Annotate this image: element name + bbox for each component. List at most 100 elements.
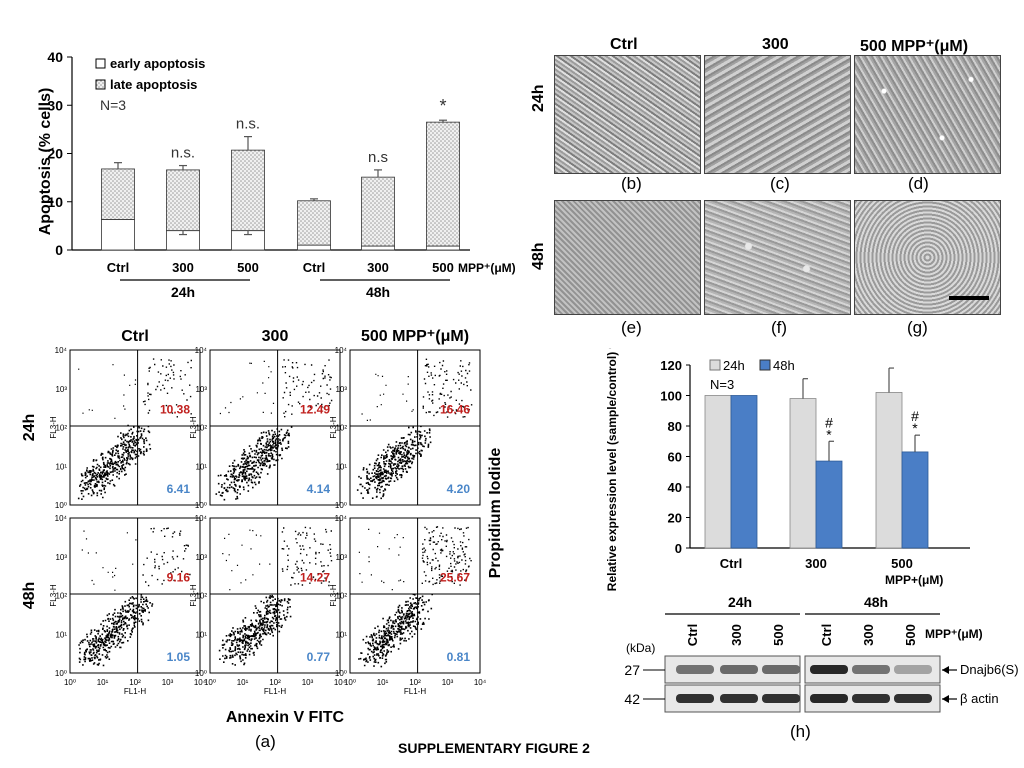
- flow-plot-frame: [209, 349, 341, 506]
- y-axis-title: Propidium Iodide: [487, 448, 504, 579]
- x-unit-label: MPP⁺(μM): [458, 261, 516, 275]
- y-tick-label: 10³: [55, 385, 67, 394]
- quadrant-value-upper-right: 16.46: [440, 403, 470, 417]
- quadrant-value-upper-right: 25.67: [440, 571, 470, 585]
- micro-row-48h: 48h: [530, 242, 547, 270]
- x-tick-label: 10⁰: [204, 678, 216, 687]
- flow-cytometry-grid: Ctrl 300 500 MPP⁺(μM) 24h 48h Propidium Iodid…: [21, 328, 504, 726]
- y-tick-label: 10⁴: [195, 346, 208, 355]
- bar-48h: [815, 460, 843, 549]
- x-tick-label: 10²: [129, 678, 141, 687]
- blot-lane-label: 500: [771, 624, 786, 646]
- panel-label-d: (d): [908, 174, 929, 193]
- y-axis-channel: FL3-H: [189, 416, 198, 438]
- bar-late-apoptosis: [426, 121, 460, 247]
- x-tick-label: 10³: [302, 678, 314, 687]
- blot-lane-label: 300: [861, 624, 876, 646]
- y-tick-label: 10²: [55, 592, 67, 601]
- quadrant-value-lower-right: 4.14: [307, 482, 331, 496]
- flow-row-label: 48h: [21, 582, 38, 610]
- significance-label: *: [912, 420, 918, 436]
- x-tick-label: 10³: [442, 678, 454, 687]
- y-tick-label: 0: [55, 242, 63, 258]
- y-tick-label: 10⁴: [335, 514, 348, 523]
- flow-col-label: 300: [262, 328, 289, 345]
- bar-late-apoptosis: [361, 176, 395, 247]
- y-axis-channel: FL3-H: [329, 416, 338, 438]
- legend-label-late: late apoptosis: [110, 77, 197, 92]
- y-tick-label: 20: [668, 511, 682, 526]
- group-label-48h: 48h: [366, 284, 390, 300]
- y-axis-title: Relative expression level (sample/contro…: [605, 348, 619, 591]
- bar-24h: [789, 398, 817, 549]
- blot-group-label-48h: 48h: [864, 594, 888, 610]
- y-tick-label: 10⁰: [335, 669, 347, 678]
- blot-arrowhead: [942, 666, 949, 674]
- quadrant-value-lower-right: 4.20: [447, 482, 471, 496]
- y-tick-label: 10⁰: [195, 669, 207, 678]
- bar-early-apoptosis: [297, 244, 331, 251]
- bar-late-apoptosis: [101, 168, 135, 221]
- x-tick-label: 10⁰: [64, 678, 76, 687]
- significance-label: n.s: [368, 149, 388, 166]
- legend-label-early: early apoptosis: [110, 56, 205, 71]
- blot-band: [720, 694, 758, 703]
- y-tick-label: 10³: [195, 553, 207, 562]
- bar-late-apoptosis: [297, 200, 331, 246]
- x-axis-channel: FL1-H: [404, 687, 426, 696]
- micrograph-48h-ctrl: [554, 200, 701, 315]
- x-tick-label: 10¹: [237, 678, 249, 687]
- x-tick-label: Ctrl: [720, 556, 742, 571]
- blot-protein-label: Dnajb6(S): [960, 662, 1019, 677]
- micro-col-ctrl: Ctrl: [610, 36, 638, 53]
- y-tick-label: 10¹: [335, 462, 347, 471]
- y-tick-label: 10³: [55, 553, 67, 562]
- kda-marker: 27: [624, 662, 640, 678]
- y-tick-label: 10²: [195, 424, 207, 433]
- y-tick-label: 10²: [335, 424, 347, 433]
- group-label-24h: 24h: [171, 284, 195, 300]
- micro-col-500: 500 MPP⁺(μM): [860, 38, 969, 55]
- quadrant-value-lower-right: 0.77: [307, 650, 331, 664]
- x-tick-label: 500: [237, 260, 259, 275]
- panel-label-g: (g): [907, 318, 928, 337]
- y-tick-label: 10¹: [55, 462, 67, 471]
- flow-dots: [77, 358, 192, 500]
- y-tick-label: 10¹: [55, 630, 67, 639]
- blot-lane-label: Ctrl: [685, 624, 700, 646]
- y-tick-label: 80: [668, 419, 682, 434]
- bar-early-apoptosis: [426, 245, 460, 251]
- blot-lane-label: 500: [903, 624, 918, 646]
- x-tick-label: 300: [805, 556, 827, 571]
- flow-dots: [218, 526, 333, 666]
- x-tick-label: 10³: [162, 678, 174, 687]
- kda-label: (kDa): [626, 641, 655, 655]
- panel-label-c: (c): [770, 174, 790, 193]
- blot-band: [676, 665, 714, 674]
- bar-24h: [704, 395, 732, 549]
- y-tick-label: 10²: [335, 592, 347, 601]
- flow-dots: [356, 358, 473, 500]
- panel-label-b: (b): [621, 174, 642, 193]
- flow-col-label: 500 MPP⁺(μM): [361, 328, 469, 345]
- x-tick-label: 10²: [269, 678, 281, 687]
- micrograph-24h-500: [854, 55, 1001, 174]
- quadrant-value-upper-right: 10.38: [160, 403, 190, 417]
- legend-swatch-24h: [709, 359, 721, 371]
- x-tick-label: Ctrl: [107, 260, 129, 275]
- significance-label: #: [911, 408, 919, 424]
- x-tick-label: 10⁴: [334, 678, 347, 687]
- y-tick-label: 10⁴: [195, 514, 208, 523]
- y-axis-channel: FL3-H: [49, 584, 58, 606]
- y-tick-label: 20: [47, 146, 63, 162]
- flow-row-label: 24h: [21, 414, 38, 442]
- quadrant-value-lower-right: 1.05: [167, 650, 191, 664]
- micrograph-48h-500: [854, 200, 1001, 315]
- x-unit-label: MPP+(μM): [885, 573, 943, 587]
- legend-label-24h: 24h: [723, 358, 745, 373]
- x-axis-title: Annexin V FITC: [226, 709, 345, 726]
- y-tick-label: 10⁰: [55, 669, 67, 678]
- y-tick-label: 10: [47, 194, 63, 210]
- y-tick-label: 10⁴: [55, 514, 68, 523]
- y-tick-label: 10²: [55, 424, 67, 433]
